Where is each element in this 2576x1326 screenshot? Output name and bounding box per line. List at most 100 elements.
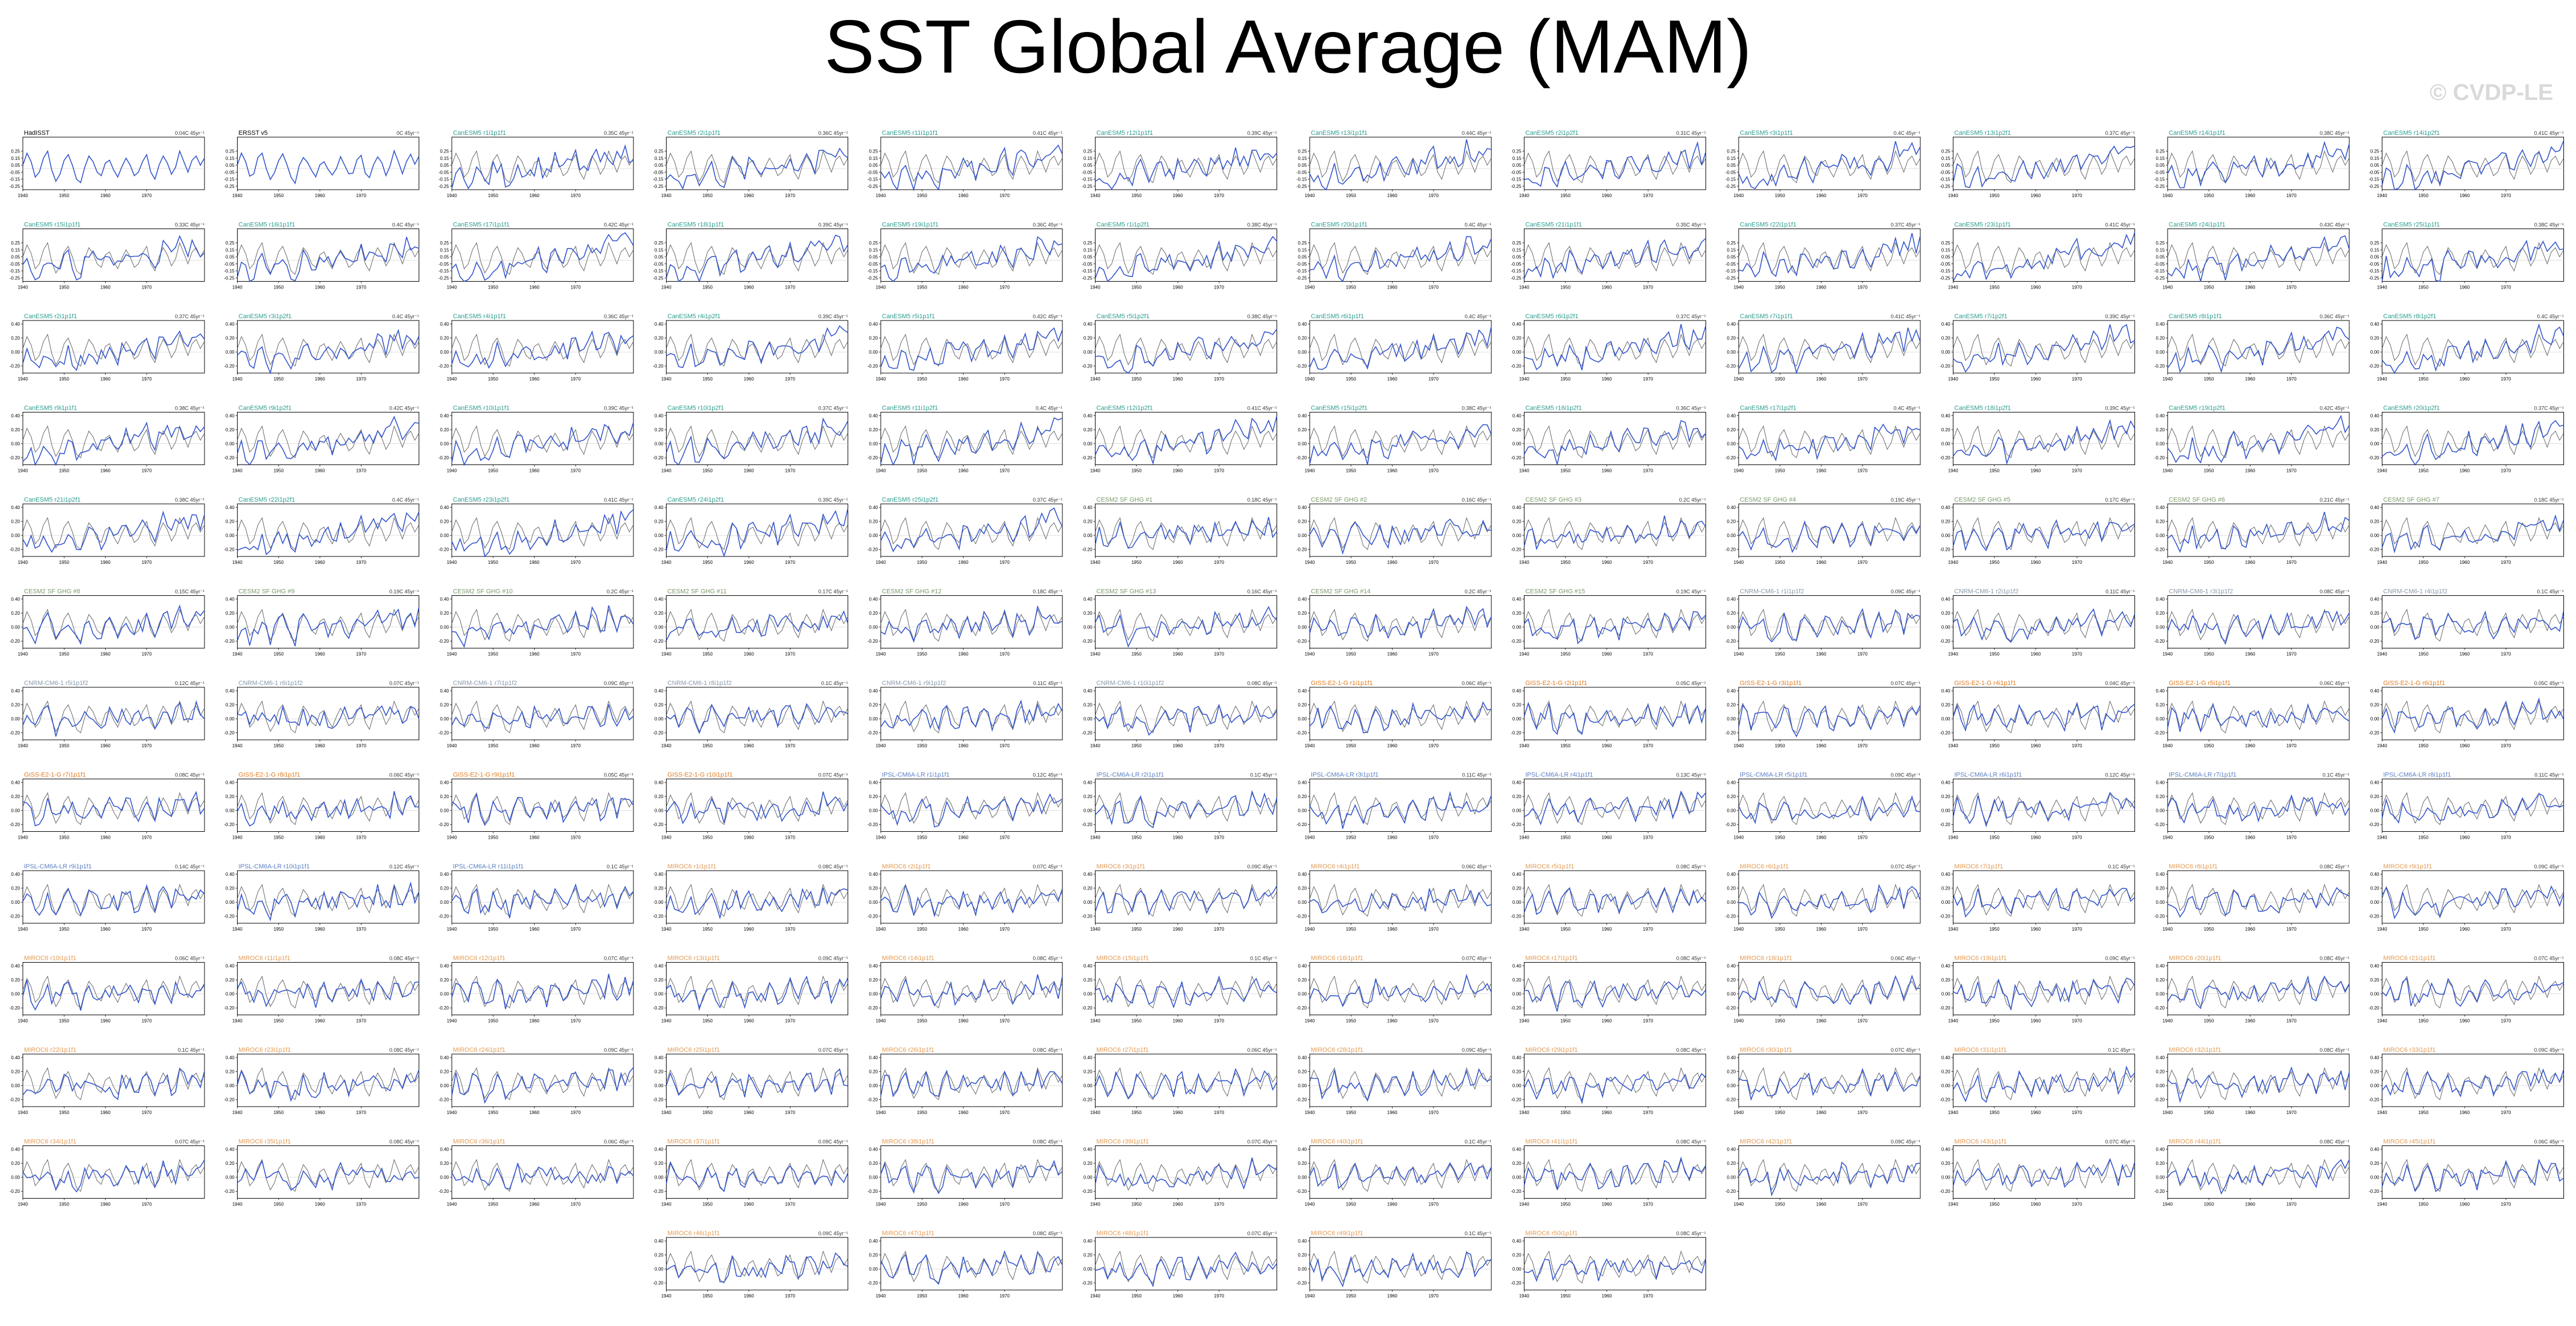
x-tick-label: 1950 [2418, 560, 2429, 565]
y-tick-label: 0.00 [1512, 716, 1522, 722]
x-tick-label: 1950 [1560, 285, 1571, 290]
y-tick-label: 0.00 [2156, 533, 2165, 538]
panel-title: IPSL-CM6A-LR r11i1p1f1 [453, 863, 524, 870]
y-tick-label: 0.00 [869, 533, 878, 538]
x-tick-label: 1940 [1734, 285, 1744, 290]
x-tick-label: 1960 [1602, 652, 1612, 657]
obs-series-line [1738, 883, 1921, 917]
x-tick-label: 1950 [1131, 652, 1142, 657]
y-tick-label: 0.00 [11, 900, 20, 905]
y-tick-label: -0.25 [439, 184, 450, 189]
y-tick-label: -0.20 [1511, 364, 1522, 369]
x-tick-label: 1950 [488, 1202, 498, 1207]
x-tick-label: 1950 [274, 1202, 284, 1207]
y-tick-label: -0.20 [1940, 1005, 1951, 1011]
x-tick-label: 1960 [744, 376, 754, 382]
x-tick-label: 1950 [1775, 927, 1785, 932]
y-tick-label: -0.20 [10, 1189, 21, 1194]
x-tick-label: 1970 [142, 376, 152, 382]
x-tick-label: 1960 [1173, 1202, 1183, 1207]
obs-series-line [1524, 1250, 1706, 1284]
panel: MIROC6 r10i1p1f1 0.06C 45yr⁻¹0.400.200.00… [10, 955, 205, 1024]
model-series-line [1094, 517, 1278, 549]
panel: MIROC6 r4i1p1f1 0.06C 45yr⁻¹0.400.200.00-… [1297, 863, 1492, 932]
model-series-line [665, 147, 849, 190]
panel-frame [1309, 1145, 1492, 1199]
panel-trend: 0.05C 45yr⁻¹ [1676, 680, 1706, 686]
panel: MIROC6 r9i1p1f1 0.09C 45yr⁻¹0.400.200.00-… [2369, 863, 2565, 932]
x-tick-label: 1950 [703, 743, 713, 748]
model-series-line [22, 791, 205, 827]
panel-trend: 0.37C 45yr⁻¹ [2105, 130, 2135, 136]
x-tick-label: 1960 [2245, 743, 2256, 748]
obs-series-line [666, 150, 848, 183]
y-tick-label: 0.40 [655, 780, 664, 786]
x-tick-label: 1940 [18, 376, 28, 382]
x-tick-label: 1970 [1429, 1110, 1439, 1115]
y-tick-label: -0.15 [1082, 177, 1093, 182]
x-tick-label: 1940 [447, 468, 457, 474]
panel-title: MIROC6 r50i1p1f1 [1526, 1230, 1578, 1237]
panel-trend: 0.08C 45yr⁻¹ [1676, 1139, 1706, 1145]
x-tick-label: 1950 [917, 1110, 927, 1115]
panel-frame [22, 412, 205, 465]
x-tick-label: 1970 [1857, 560, 1868, 565]
x-tick-label: 1940 [1519, 1202, 1530, 1207]
panel-title: CanESM5 r19i1p2f1 [2169, 405, 2225, 412]
y-tick-label: -0.15 [1082, 269, 1093, 274]
panel: MIROC6 r3i1p1f1 0.09C 45yr⁻¹0.400.200.00-… [1082, 863, 1278, 932]
panel-trend: 0.38C 45yr⁻¹ [175, 497, 204, 503]
y-tick-label: 0.00 [1727, 1175, 1736, 1180]
panel: MIROC6 r30i1p1f1 0.07C 45yr⁻¹0.400.200.00… [1726, 1047, 1921, 1115]
panel-frame [2167, 503, 2350, 557]
obs-series-line [1309, 883, 1492, 917]
panel-trend: 0.4C 45yr⁻¹ [1036, 406, 1062, 411]
y-tick-label: -0.25 [1726, 184, 1736, 189]
model-series-line [665, 508, 849, 558]
x-tick-label: 1960 [958, 376, 969, 382]
x-tick-label: 1960 [1173, 560, 1183, 565]
y-tick-label: 0.40 [1727, 1147, 1736, 1152]
x-tick-label: 1940 [232, 285, 243, 290]
model-series-line [1524, 1258, 1707, 1283]
panel: IPSL-CM6A-LR r11i1p1f1 0.1C 45yr⁻¹0.400.2… [439, 863, 634, 932]
y-tick-label: 0.05 [1512, 163, 1522, 168]
panel-title: CESM2 SF GHG #9 [239, 588, 295, 595]
x-tick-label: 1940 [876, 468, 886, 474]
x-tick-label: 1940 [876, 835, 886, 840]
panel-trend: 0.41C 45yr⁻¹ [604, 497, 633, 503]
x-tick-label: 1940 [661, 468, 672, 474]
x-tick-label: 1950 [1989, 193, 2000, 198]
panel-frame [1309, 137, 1492, 190]
y-tick-label: 0.40 [1941, 688, 1951, 694]
panel-frame [1095, 137, 1277, 190]
x-tick-label: 1970 [785, 193, 795, 198]
y-tick-label: 0.00 [11, 442, 20, 447]
panel-frame [2167, 320, 2350, 374]
y-tick-label: -0.25 [439, 275, 450, 281]
x-tick-label: 1960 [2459, 193, 2470, 198]
y-tick-label: 0.20 [1298, 794, 1307, 799]
panel-frame [1309, 595, 1492, 648]
panel: IPSL-CM6A-LR r8i1p1f1 0.11C 45yr⁻¹0.400.2… [2369, 772, 2564, 840]
y-tick-label: 0.40 [2156, 1147, 2165, 1152]
obs-series-line [451, 883, 634, 917]
y-tick-label: -0.20 [2154, 731, 2165, 736]
x-tick-label: 1970 [1214, 743, 1224, 748]
y-tick-label: 0.15 [1512, 156, 1522, 161]
panel-trend: 0.19C 45yr⁻¹ [390, 589, 419, 595]
panel-title: GISS-E2-1-G r4i1p1f1 [1955, 680, 2016, 687]
y-tick-label: 0.25 [869, 241, 878, 246]
x-tick-label: 1940 [2162, 193, 2173, 198]
x-tick-label: 1960 [1602, 835, 1612, 840]
panel-frame [22, 595, 205, 648]
model-series-line [1738, 795, 1921, 824]
panel: MIROC6 r12i1p1f1 0.07C 45yr⁻¹0.400.200.00… [439, 955, 634, 1024]
panel: CESM2 SF GHG #8 0.15C 45yr⁻¹0.400.200.00-… [10, 588, 205, 657]
y-tick-label: 0.00 [1727, 808, 1736, 814]
panel-trend: 0.05C 45yr⁻¹ [604, 772, 633, 778]
obs-series-line [666, 425, 848, 459]
x-tick-label: 1950 [1131, 376, 1142, 382]
panel-frame [1095, 962, 1277, 1015]
obs-series-line [2167, 883, 2350, 917]
